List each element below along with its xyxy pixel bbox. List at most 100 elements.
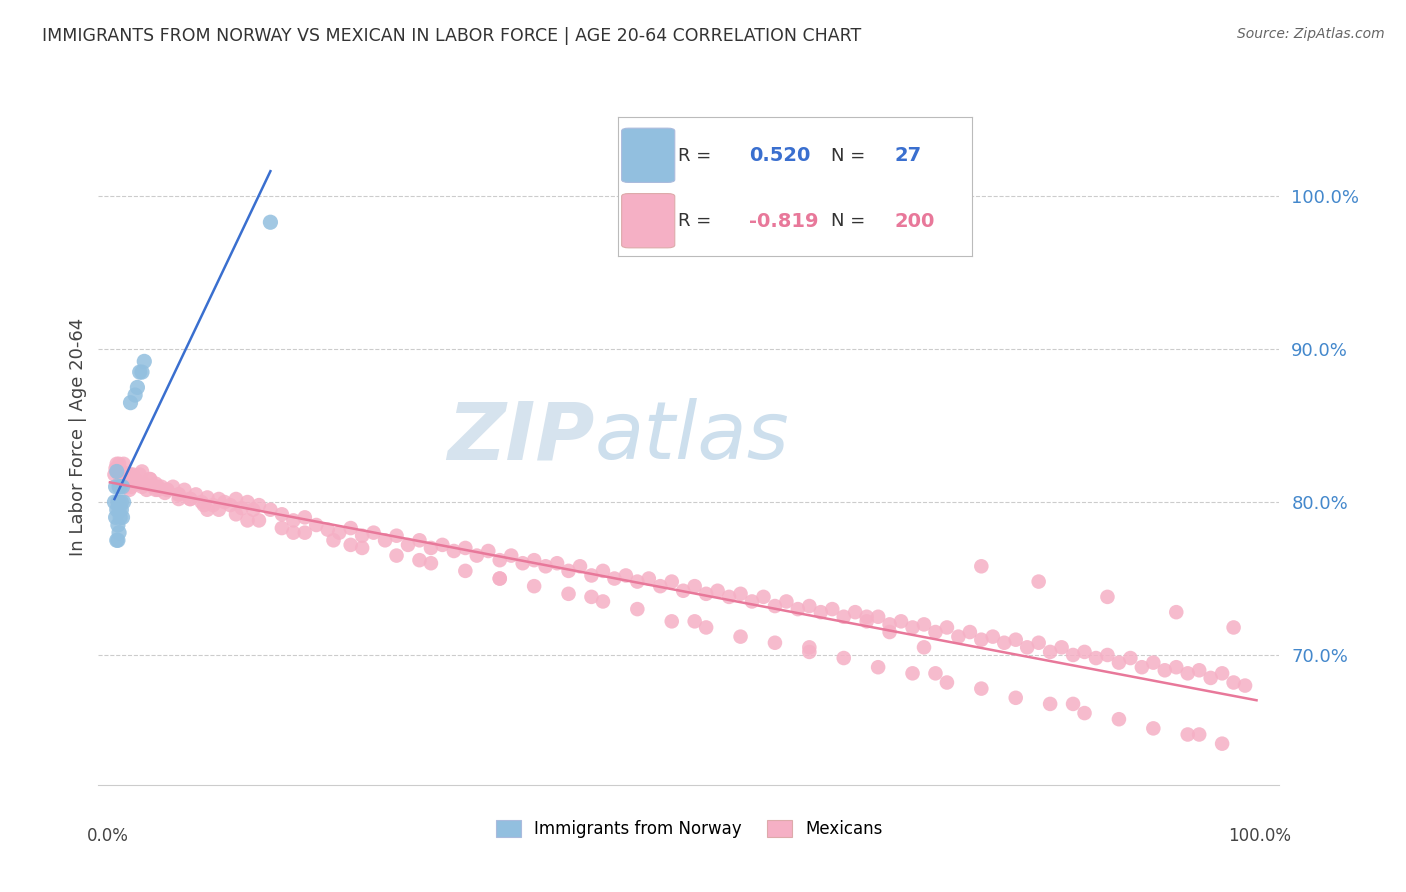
Point (231, 501, 253, 516)
Point (844, 605, 866, 619)
Point (1188, 727, 1211, 741)
Point (328, 525, 350, 540)
Point (1211, 666, 1233, 681)
Point (592, 594, 614, 608)
Point (145, 476, 167, 491)
Point (120, 395, 142, 409)
Point (120, 472, 142, 486)
Point (1073, 645, 1095, 659)
Point (110, 502, 132, 516)
Point (363, 525, 385, 540)
Point (128, 467, 150, 482)
Point (150, 480, 173, 494)
Point (190, 495, 212, 509)
Point (1039, 697, 1062, 711)
Point (786, 602, 808, 616)
Point (890, 615, 912, 629)
Point (103, 495, 125, 509)
Point (167, 491, 190, 506)
Point (1097, 648, 1119, 662)
Point (626, 602, 648, 616)
Point (855, 615, 877, 629)
Point (145, 483, 167, 497)
Point (637, 572, 659, 586)
Point (1177, 666, 1199, 681)
Point (112, 495, 135, 509)
Y-axis label: In Labor Force | Age 20-64: In Labor Force | Age 20-64 (69, 318, 87, 557)
Point (832, 609, 855, 624)
Point (173, 483, 195, 497)
Point (214, 495, 236, 509)
Point (107, 495, 129, 509)
Point (443, 544, 465, 558)
Point (110, 465, 132, 479)
Point (581, 590, 603, 604)
Point (1142, 656, 1164, 670)
Point (488, 572, 510, 586)
Point (970, 559, 993, 574)
Point (104, 461, 127, 475)
Point (523, 579, 546, 593)
Text: Source: ZipAtlas.com: Source: ZipAtlas.com (1237, 27, 1385, 41)
Point (730, 630, 752, 644)
Point (124, 388, 146, 402)
Point (108, 502, 131, 516)
Point (374, 533, 396, 548)
Point (1199, 671, 1222, 685)
Point (501, 549, 523, 563)
Point (1004, 690, 1026, 705)
Point (153, 486, 176, 500)
Point (1177, 727, 1199, 741)
Point (661, 615, 683, 629)
Point (626, 574, 648, 589)
Point (1166, 605, 1188, 619)
Point (247, 498, 270, 512)
Point (581, 568, 603, 582)
Point (935, 675, 957, 690)
Point (108, 495, 131, 509)
Point (134, 476, 156, 491)
Point (1062, 697, 1084, 711)
Point (557, 587, 579, 601)
Point (322, 533, 344, 548)
Point (179, 491, 201, 506)
Point (523, 553, 546, 567)
Point (270, 521, 292, 535)
Point (105, 465, 128, 479)
Point (259, 502, 281, 516)
Point (108, 457, 131, 471)
Point (225, 491, 247, 506)
Point (283, 525, 305, 540)
Point (236, 495, 259, 509)
Point (408, 533, 430, 548)
Point (121, 480, 143, 494)
Point (546, 556, 568, 570)
Point (107, 465, 129, 479)
Point (512, 556, 534, 570)
Point (1166, 660, 1188, 674)
Point (959, 625, 981, 640)
Point (614, 568, 637, 582)
Point (557, 564, 579, 578)
Point (695, 587, 717, 601)
Point (981, 630, 1004, 644)
Point (454, 564, 477, 578)
Point (184, 487, 207, 501)
Point (1153, 663, 1175, 677)
Point (408, 553, 430, 567)
Point (569, 559, 592, 574)
Point (534, 559, 557, 574)
Point (924, 625, 946, 640)
Point (105, 502, 128, 516)
Point (111, 510, 134, 524)
Point (128, 365, 150, 379)
Point (1004, 632, 1026, 647)
Point (146, 483, 169, 497)
Point (385, 529, 408, 543)
Point (488, 553, 510, 567)
Point (855, 609, 877, 624)
Point (912, 617, 935, 632)
Point (156, 483, 179, 497)
Point (108, 480, 131, 494)
Point (1142, 722, 1164, 736)
